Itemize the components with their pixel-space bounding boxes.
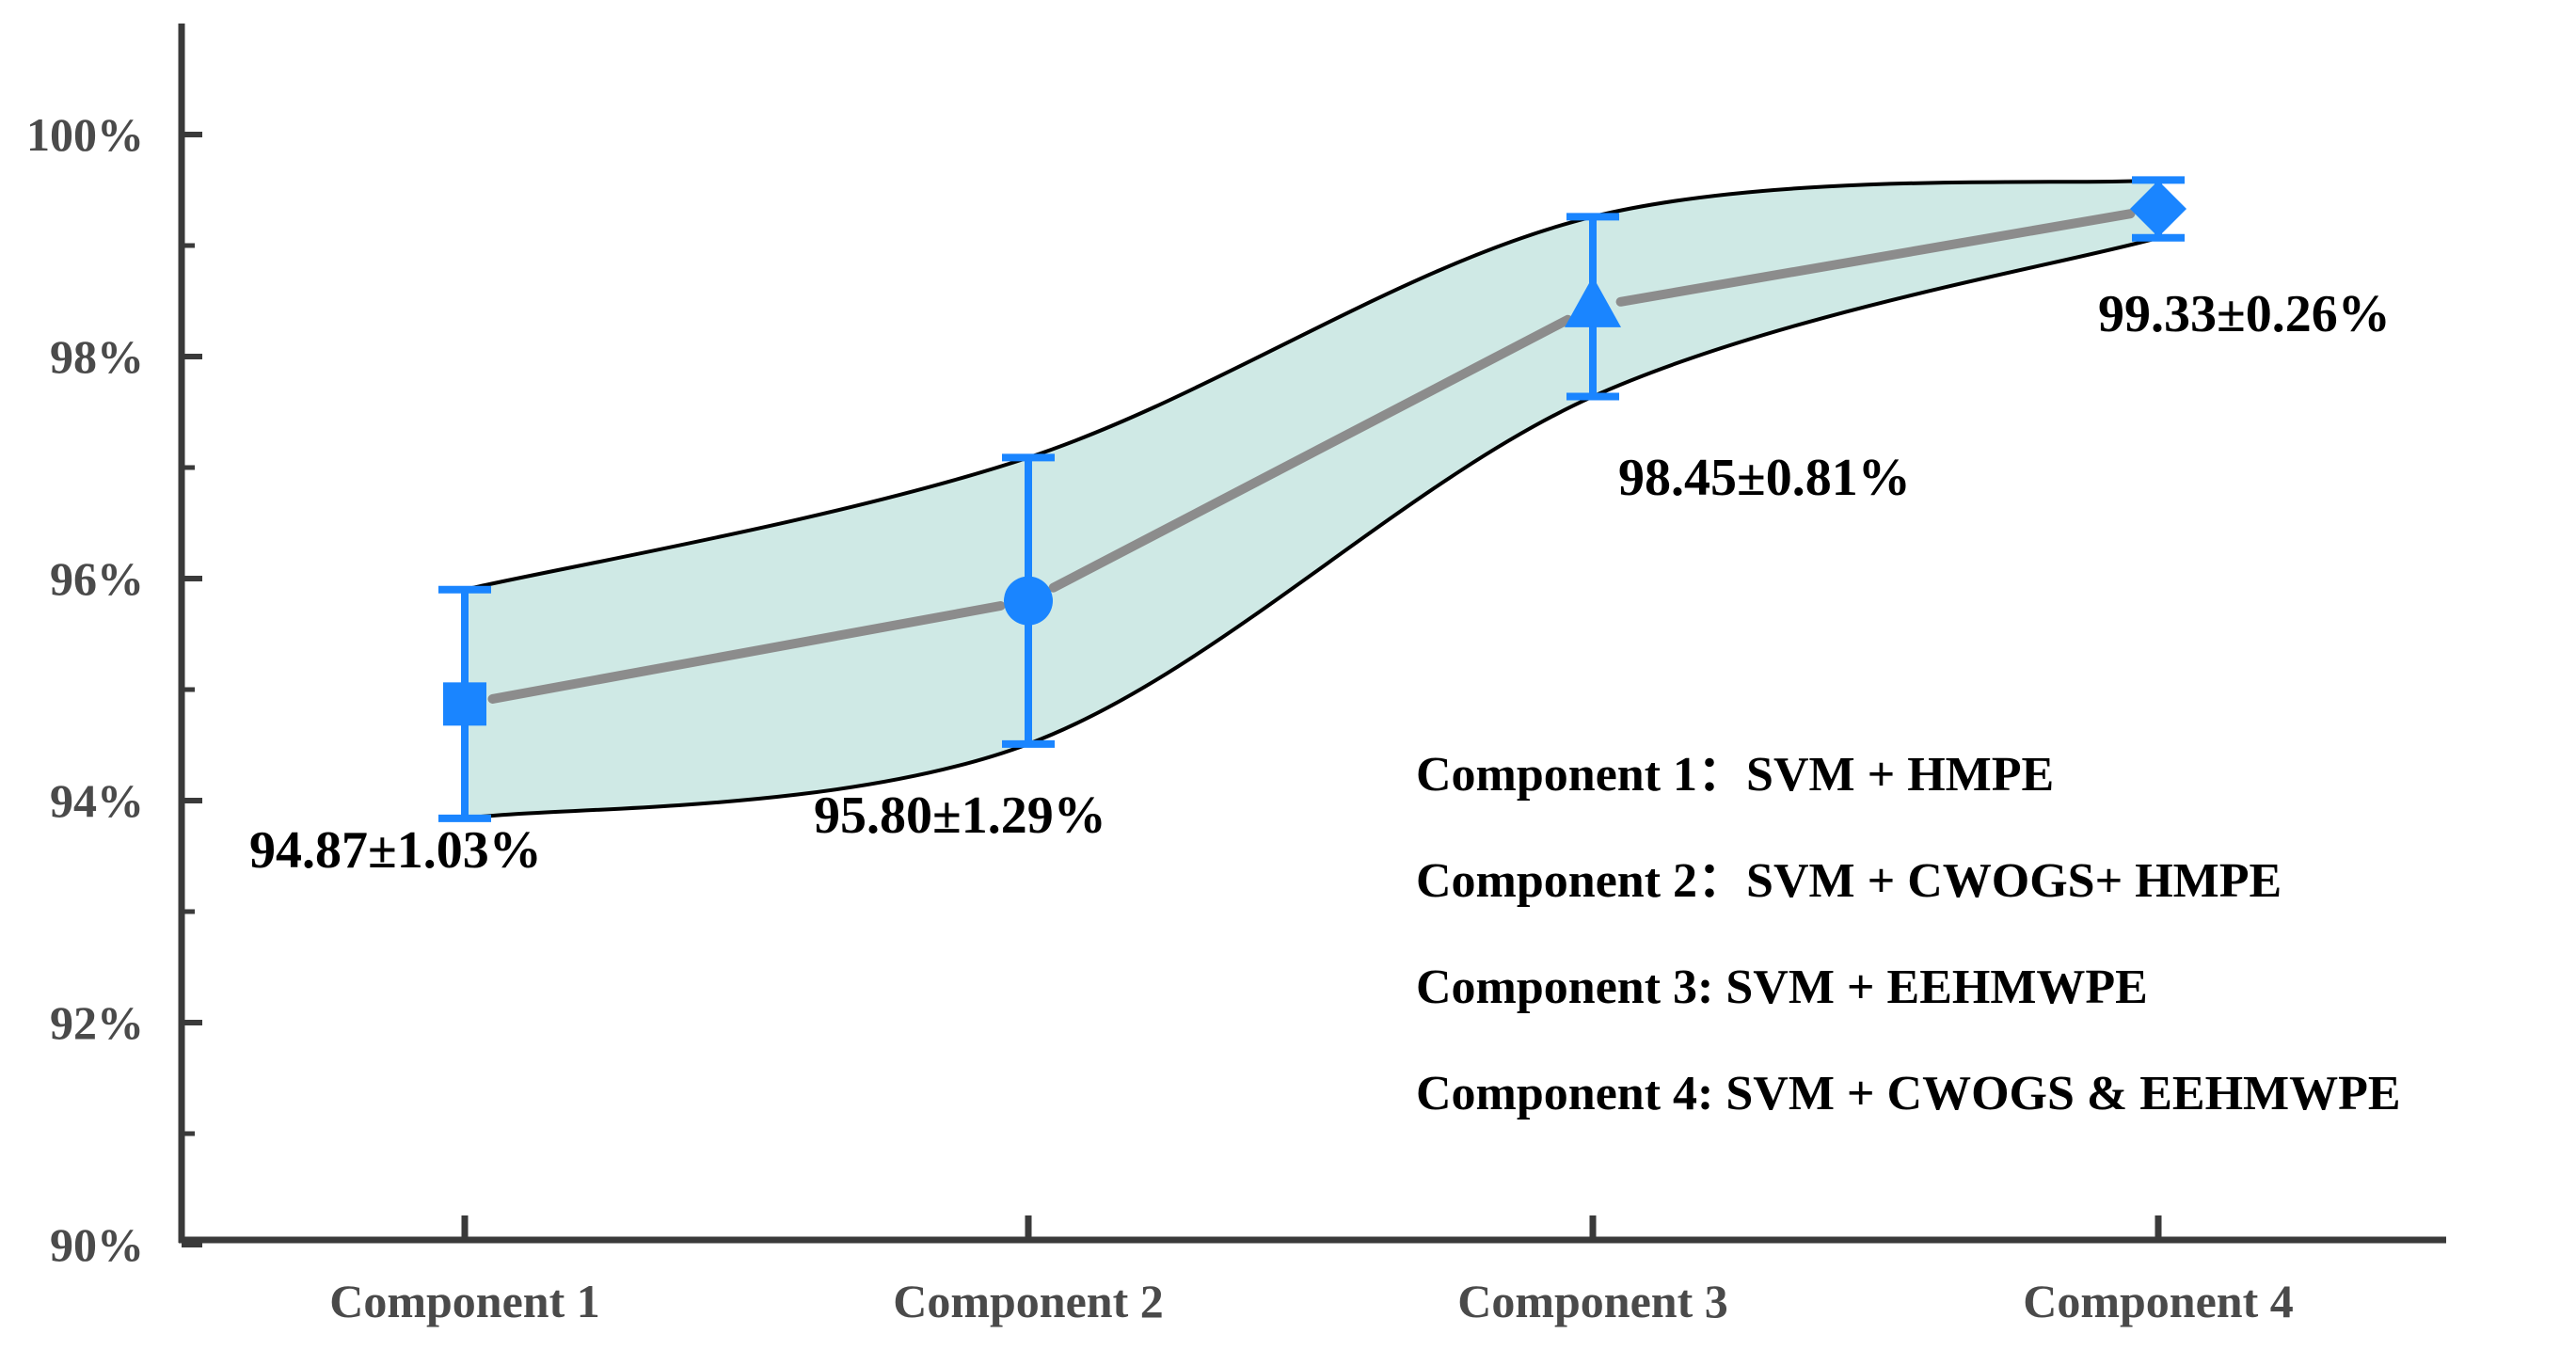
markers xyxy=(443,181,2186,726)
series-segment xyxy=(487,601,1006,704)
data-point-square xyxy=(443,682,486,726)
y-tick-label: 96% xyxy=(50,552,144,605)
annotation-text: Component 4: SVM + CWOGS & EEHMWPE xyxy=(1416,1067,2401,1120)
x-tick-label: Component 3 xyxy=(1457,1275,1728,1327)
x-tick-label: Component 2 xyxy=(893,1275,1164,1327)
data-point-triangle xyxy=(1565,276,1621,327)
data-point-diamond xyxy=(2130,181,2186,238)
band-lower-edge xyxy=(464,235,2159,820)
y-tick-label: 100% xyxy=(26,108,144,161)
data-label: 98.45±0.81% xyxy=(1618,449,1911,507)
series-segment xyxy=(1615,209,2136,307)
confidence-band xyxy=(464,178,2159,820)
band-upper-edge xyxy=(464,178,2159,592)
labels: 94.87±1.03% 95.80±1.29% 98.45±0.81% 99.33±0… xyxy=(249,285,2401,1120)
series-segment xyxy=(1048,314,1573,593)
data-label: 99.33±0.26% xyxy=(2098,285,2391,343)
band-fill xyxy=(465,180,2158,818)
annotation-text: Component 3: SVM + EEHMWPE xyxy=(1416,961,2148,1014)
y-tick-label: 90% xyxy=(50,1218,144,1271)
y-tick-label: 94% xyxy=(50,774,144,827)
annotation-text: Component 1：SVM + HMPE xyxy=(1416,748,2054,802)
axes: 90% 92% 94% 96% 98% 100% Component 1 Component … xyxy=(26,24,2446,1327)
data-label: 94.87±1.03% xyxy=(249,821,542,880)
x-tick-label: Component 4 xyxy=(2023,1275,2294,1327)
data-label: 95.80±1.29% xyxy=(814,786,1106,845)
annotation-text: Component 2：SVM + CWOGS+ HMPE xyxy=(1416,854,2282,908)
x-tick-label: Component 1 xyxy=(329,1275,600,1327)
y-tick-label: 98% xyxy=(50,330,144,383)
y-tick-label: 92% xyxy=(50,996,144,1049)
series-line xyxy=(487,209,2136,704)
data-point-circle xyxy=(1004,576,1053,626)
